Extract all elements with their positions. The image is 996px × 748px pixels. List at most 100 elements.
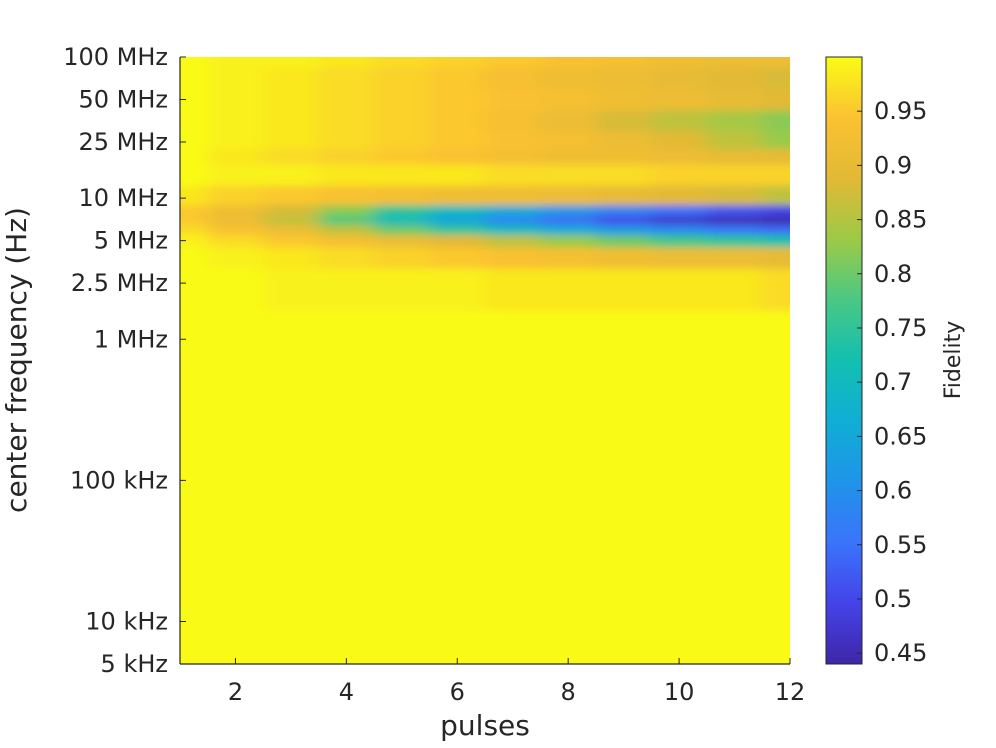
- heatmap-cell: [207, 224, 264, 236]
- heatmap-cell: [263, 235, 320, 249]
- colorbar: 0.450.50.550.60.650.70.750.80.850.90.95 …: [825, 56, 966, 667]
- heatmap-cell: [595, 204, 652, 217]
- heatmap-cell: [762, 247, 790, 270]
- heatmap-cell: [180, 204, 209, 217]
- heatmap-cell: [207, 89, 264, 112]
- y-tick-label: 50 MHz: [78, 85, 168, 113]
- heatmap-cell: [263, 148, 320, 166]
- heatmap-cell: [429, 550, 486, 644]
- heatmap-cell: [540, 311, 597, 411]
- heatmap-cell: [207, 311, 264, 411]
- heatmap-cell: [706, 57, 763, 69]
- heatmap-cell: [540, 409, 597, 552]
- heatmap-cell: [651, 131, 708, 150]
- y-tick-label: 5 MHz: [94, 227, 168, 255]
- x-tick-label: 8: [561, 678, 576, 706]
- heatmap-cell: [263, 224, 320, 236]
- heatmap-cell: [429, 89, 486, 112]
- y-tick-label: 1 MHz: [94, 325, 168, 353]
- heatmap-cell: [207, 131, 264, 150]
- heatmap-cell: [180, 215, 209, 226]
- heatmap-cell: [429, 311, 486, 411]
- heatmap-cell: [207, 550, 264, 644]
- heatmap-cell: [706, 185, 763, 206]
- heatmap-cell: [706, 642, 763, 664]
- heatmap-cell: [706, 311, 763, 411]
- heatmap-cell: [374, 642, 431, 664]
- heatmap-cell: [485, 247, 542, 270]
- heatmap-cell: [540, 224, 597, 236]
- y-tick-label: 10 kHz: [85, 608, 168, 636]
- heatmap-cell: [595, 550, 652, 644]
- heatmap-cell: [429, 185, 486, 206]
- heatmap-cell: [263, 57, 320, 69]
- heatmap-cell: [651, 215, 708, 226]
- heatmap-cell: [180, 642, 209, 664]
- heatmap-cell: [318, 642, 375, 664]
- heatmap-cell: [374, 215, 431, 226]
- heatmap-cell: [762, 89, 790, 112]
- heatmap-cell: [762, 215, 790, 226]
- heatmap-cell: [374, 550, 431, 644]
- heatmap-cell: [318, 57, 375, 69]
- heatmap-cell: [207, 215, 264, 226]
- heatmap-cell: [429, 67, 486, 90]
- heatmap-cell: [762, 131, 790, 150]
- heatmap-cell: [429, 215, 486, 226]
- colorbar-tick-label: 0.5: [874, 585, 912, 613]
- colorbar-tick-label: 0.95: [874, 97, 927, 125]
- heatmap-cell: [180, 131, 209, 150]
- heatmap-cell: [762, 311, 790, 411]
- heatmap-cell: [374, 268, 431, 312]
- heatmap-cell: [540, 110, 597, 133]
- heatmap-cell: [485, 215, 542, 226]
- heatmap-cell: [318, 131, 375, 150]
- heatmap-cell: [540, 268, 597, 312]
- heatmap-cell: [263, 550, 320, 644]
- heatmap-cell: [263, 89, 320, 112]
- heatmap-cell: [540, 148, 597, 166]
- heatmap-cell: [207, 148, 264, 166]
- heatmap-cell: [207, 235, 264, 249]
- y-tick-label: 100 kHz: [70, 466, 168, 494]
- heatmap-cell: [762, 185, 790, 206]
- heatmap-cell: [207, 67, 264, 90]
- heatmap-cell: [651, 57, 708, 69]
- heatmap-cell: [318, 215, 375, 226]
- heatmap-cell: [207, 642, 264, 664]
- heatmap-cell: [374, 164, 431, 187]
- heatmap-cell: [595, 642, 652, 664]
- heatmap-cell: [762, 164, 790, 187]
- heatmap-cell: [263, 215, 320, 226]
- heatmap-cell: [429, 204, 486, 217]
- heatmap-cell: [374, 110, 431, 133]
- heatmap-cell: [540, 89, 597, 112]
- heatmap-cell: [762, 148, 790, 166]
- heatmap-cell: [374, 148, 431, 166]
- heatmap-cell: [374, 311, 431, 411]
- heatmap-cell: [429, 164, 486, 187]
- heatmap-cell: [318, 268, 375, 312]
- y-axis: 5 kHz 10 kHz 100 kHz 1 MHz 2.5 MHz 5 MHz 10 MH…: [0, 43, 186, 678]
- heatmap-cell: [762, 67, 790, 90]
- heatmap-cell: [485, 224, 542, 236]
- y-ticks: 5 kHz 10 kHz 100 kHz 1 MHz 2.5 MHz 5 MHz 10 MH…: [63, 43, 186, 678]
- heatmap-cell: [595, 235, 652, 249]
- x-tick-label: 4: [339, 678, 354, 706]
- heatmap-cell: [374, 409, 431, 552]
- y-axis-title: center frequency (Hz): [0, 207, 33, 513]
- heatmap-cell: [180, 185, 209, 206]
- heatmap-cell: [429, 409, 486, 552]
- heatmap-cell: [651, 185, 708, 206]
- heatmap-cell: [263, 164, 320, 187]
- heatmap-cell: [180, 268, 209, 312]
- heatmap-cell: [180, 224, 209, 236]
- heatmap-cell: [318, 67, 375, 90]
- heatmap-cell: [485, 409, 542, 552]
- heatmap-cell: [595, 268, 652, 312]
- heatmap-cell: [318, 409, 375, 552]
- heatmap-cell: [374, 89, 431, 112]
- colorbar-tick-label: 0.8: [874, 260, 912, 288]
- heatmap-cell: [318, 204, 375, 217]
